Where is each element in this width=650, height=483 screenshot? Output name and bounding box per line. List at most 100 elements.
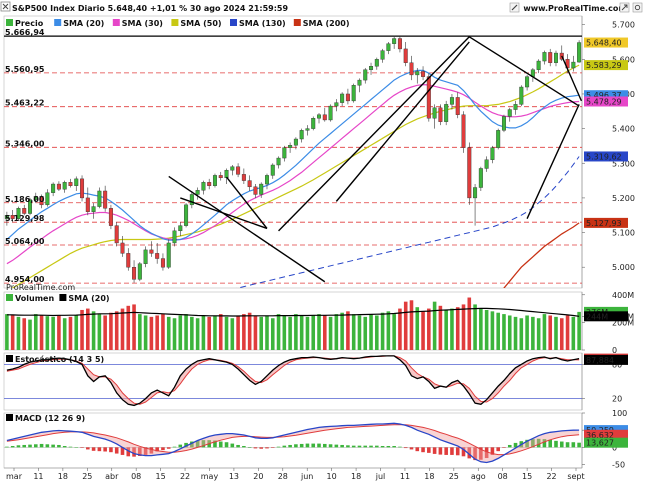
macd-fill [6,423,580,463]
value-label-bg [584,37,628,48]
x-axis: mar 11 18 25 abr 08 15 22 may 13 20 28 jun 10 18 jul 11 1… [4,467,585,481]
macd-histogram-bar [438,447,443,455]
level-label: 4.954,00 [5,275,45,284]
y-tick-label: -50 [612,461,625,470]
legend-label: Estocástico (14 3 5) [15,355,104,364]
wrench-icon[interactable] [509,2,520,13]
candle-body [218,175,223,179]
x-tick-label: 25 [82,472,92,481]
volume-bar [97,314,102,350]
y-tick-label: 200M [612,318,634,327]
x-tick-label: ago [471,472,486,481]
candle-body [178,225,183,232]
macd-histogram-bar [10,446,15,448]
value-label: 87,884 [586,356,614,365]
candle-body [478,168,483,188]
trend-line [225,176,268,229]
macd-histogram-bar [242,446,246,448]
value-label: 5.319,62 [586,152,622,161]
volume-bar [409,300,414,350]
legend-swatch [293,19,301,26]
volume-bar [467,297,472,350]
macd-histogram-bar [479,447,483,460]
volume-bar [571,316,576,350]
value-label: 5.583,29 [586,61,622,70]
level-label: 5.129,98 [5,214,45,223]
volume-bar [224,316,229,350]
volume-bar [484,309,489,350]
volume-bar [166,316,171,350]
macd-histogram-bar [120,447,125,455]
candle-body [241,174,246,181]
macd-histogram-bar [265,447,269,449]
macd-histogram-bar [299,443,304,448]
candle-body [374,59,379,67]
x-tick-label: 18 [58,472,68,481]
macd-histogram-bar [427,447,431,453]
volume-bar [91,311,96,350]
value-label-bg [584,96,628,107]
volume-bar [525,315,529,350]
candle-body [317,114,322,119]
y-tick-label: 5.400 [612,125,635,134]
candle-body [519,86,524,105]
x-tick-label: 08 [131,472,141,481]
settings-icon[interactable] [632,2,643,13]
legend-swatch [54,19,62,26]
macd-histogram-bar [86,447,90,450]
volume-bar [16,316,21,350]
volume-bar [363,316,368,350]
macd-histogram-bar [403,447,408,449]
macd-histogram-bar [247,447,252,448]
volume-bar [230,318,235,350]
expand-icon[interactable] [619,2,630,13]
volume-bar [126,305,131,350]
candle-body [536,60,541,70]
macd-histogram-bar [57,444,61,448]
value-label-bg [584,354,628,365]
candle-body [293,138,298,146]
candle-body [103,190,108,209]
candle-body [184,204,189,226]
candle-body [212,175,217,186]
candle-body [137,263,142,280]
x-tick-label: 13 [229,472,239,481]
value-label-bg [584,60,628,71]
legend-label: MACD (12 26 9) [15,414,85,423]
volume-bar [103,315,107,350]
candle-body [28,199,33,214]
volume-bar [39,315,44,350]
x-tick-label: 15 [522,472,532,481]
macd-histogram-bar [328,444,333,448]
sma130-line [235,156,580,288]
volume-bar [357,315,362,350]
macd-histogram-bar [288,444,292,448]
candle-body [33,195,38,200]
volume-bar [28,319,32,350]
level-label: 5.666,94 [5,28,45,37]
value-label-bg [584,217,628,228]
legend-label: SMA (20) [63,19,104,28]
candle-body [542,52,547,62]
candle-body [507,109,512,117]
macd-histogram-bar [33,444,38,448]
x-tick-label: mar [6,472,23,481]
macd-histogram-bar [507,444,512,448]
macd-histogram-bar [5,446,9,448]
close-icon[interactable] [0,1,11,12]
sma50-line [11,64,580,288]
macd-histogram-bar [132,447,136,457]
volume-bar [311,315,316,350]
candle-body [426,76,431,119]
volume-bar [161,314,165,350]
volume-bar [213,315,217,350]
macd-histogram-bar [39,443,44,448]
candle-body [56,183,61,190]
volume-bar [369,314,373,350]
value-label: 36,632 [586,431,614,440]
volume-bar [114,311,119,350]
candle-body [311,118,316,129]
value-label: 244M [586,312,608,321]
legend-label: Precio [15,19,44,28]
volume-bar [5,314,9,350]
